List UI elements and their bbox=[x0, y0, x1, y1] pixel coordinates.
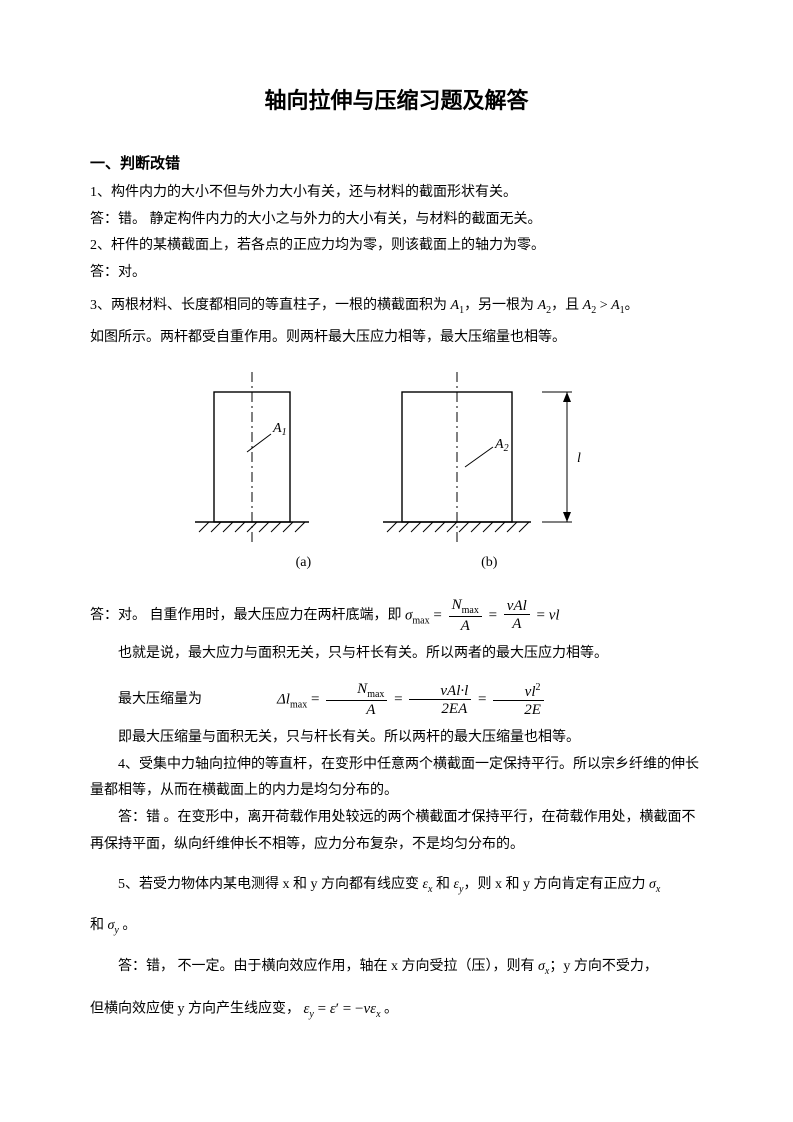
q5-mid1: 和 bbox=[432, 877, 453, 892]
q5-pre: 5、若受力物体内某电测得 x 和 y 方向都有线应变 bbox=[118, 877, 423, 892]
a3-line4: 即最大压缩量与面积无关，只与杆长有关。所以两杆的最大压缩量也相等。 bbox=[90, 725, 703, 752]
sym-A: A bbox=[538, 298, 547, 313]
q3-mid2: ，且 bbox=[551, 298, 583, 313]
a5-mid: ；y 方向不受力， bbox=[549, 959, 658, 974]
q3-line1: 3、两根材料、长度都相同的等直柱子，一根的横截面积为 A1，另一根为 A2，且 … bbox=[90, 293, 703, 320]
formula-sigma-max: σmax = NmaxA = νAlA = νl bbox=[405, 597, 560, 635]
a1-text: 答：错。 静定构件内力的大小之与外力的大小有关，与材料的截面无关。 bbox=[90, 207, 703, 234]
a5-l2-end: 。 bbox=[384, 1001, 398, 1016]
q5-line1: 5、若受力物体内某电测得 x 和 y 方向都有线应变 εx 和 εy，则 x 和… bbox=[90, 872, 703, 899]
figure-row: A1 bbox=[90, 372, 703, 577]
q5-l2-pre: 和 bbox=[90, 918, 108, 933]
q5-l2-end: 。 bbox=[119, 918, 137, 933]
gt: > bbox=[596, 298, 611, 313]
a5-pre: 答：错， 不一定。由于横向效应作用，轴在 x 方向受拉（压），则有 bbox=[118, 959, 538, 974]
cap-b: (b) bbox=[481, 550, 497, 577]
figure-b: A2 l bbox=[377, 372, 607, 542]
a3-lead: 答：对。 自重作用时，最大压应力在两杆底端，即 bbox=[90, 608, 402, 623]
page-title: 轴向拉伸与压缩习题及解答 bbox=[90, 80, 703, 122]
cap-a: (a) bbox=[296, 550, 312, 577]
a3-line2: 也就是说，最大应力与面积无关，只与杆长有关。所以两者的最大压应力相等。 bbox=[90, 641, 703, 668]
figure-a: A1 bbox=[187, 372, 317, 542]
q3-mid1: ，另一根为 bbox=[464, 298, 538, 313]
q1-text: 1、构件内力的大小不但与外力大小有关，还与材料的截面形状有关。 bbox=[90, 180, 703, 207]
a3-l3-lead: 最大压缩量为 bbox=[118, 692, 202, 707]
sym-A: A bbox=[583, 298, 592, 313]
q3-pre: 3、两根材料、长度都相同的等直柱子，一根的横截面积为 bbox=[90, 298, 451, 313]
formula-delta-l-max: Δlmax = NmaxA = νAl·l2EA = νl22E bbox=[249, 681, 547, 719]
a5-l2-pre: 但横向效应使 y 方向产生线应变， bbox=[90, 1001, 304, 1016]
figure-captions: (a) (b) bbox=[90, 550, 703, 577]
label-A2: A2 bbox=[494, 437, 509, 454]
label-l: l bbox=[577, 451, 581, 466]
a3-line3: 最大压缩量为 Δlmax = NmaxA = νAl·l2EA = νl22E bbox=[90, 681, 703, 719]
q3-end: 。 bbox=[625, 298, 639, 313]
sym-A: A bbox=[451, 298, 460, 313]
a5-line1: 答：错， 不一定。由于横向效应作用，轴在 x 方向受拉（压），则有 σx；y 方… bbox=[90, 954, 703, 981]
q2-text: 2、杆件的某横截面上，若各点的正应力均为零，则该截面上的轴力为零。 bbox=[90, 233, 703, 260]
q4-text: 4、受集中力轴向拉伸的等直杆，在变形中任意两个横截面一定保持平行。所以宗乡纤维的… bbox=[90, 752, 703, 805]
formula-eps-y: εy = ε′ = −νεx bbox=[304, 995, 381, 1024]
a3-line1: 答：对。 自重作用时，最大压应力在两杆底端，即 σmax = NmaxA = ν… bbox=[90, 597, 703, 635]
q3-line2: 如图所示。两杆都受自重作用。则两杆最大压应力相等，最大压缩量也相等。 bbox=[90, 325, 703, 352]
a4-text: 答：错 。在变形中，离开荷载作用处较远的两个横截面才保持平行，在荷载作用处，横截… bbox=[90, 805, 703, 858]
a5-line2: 但横向效应使 y 方向产生线应变， εy = ε′ = −νεx 。 bbox=[90, 995, 703, 1024]
label-A1: A1 bbox=[272, 421, 287, 438]
section-heading: 一、判断改错 bbox=[90, 150, 703, 179]
q5-line2: 和 σy 。 bbox=[90, 913, 703, 940]
sym-A: A bbox=[611, 298, 620, 313]
a2-text: 答：对。 bbox=[90, 260, 703, 287]
q5-mid2: ，则 x 和 y 方向肯定有正应力 bbox=[463, 877, 649, 892]
